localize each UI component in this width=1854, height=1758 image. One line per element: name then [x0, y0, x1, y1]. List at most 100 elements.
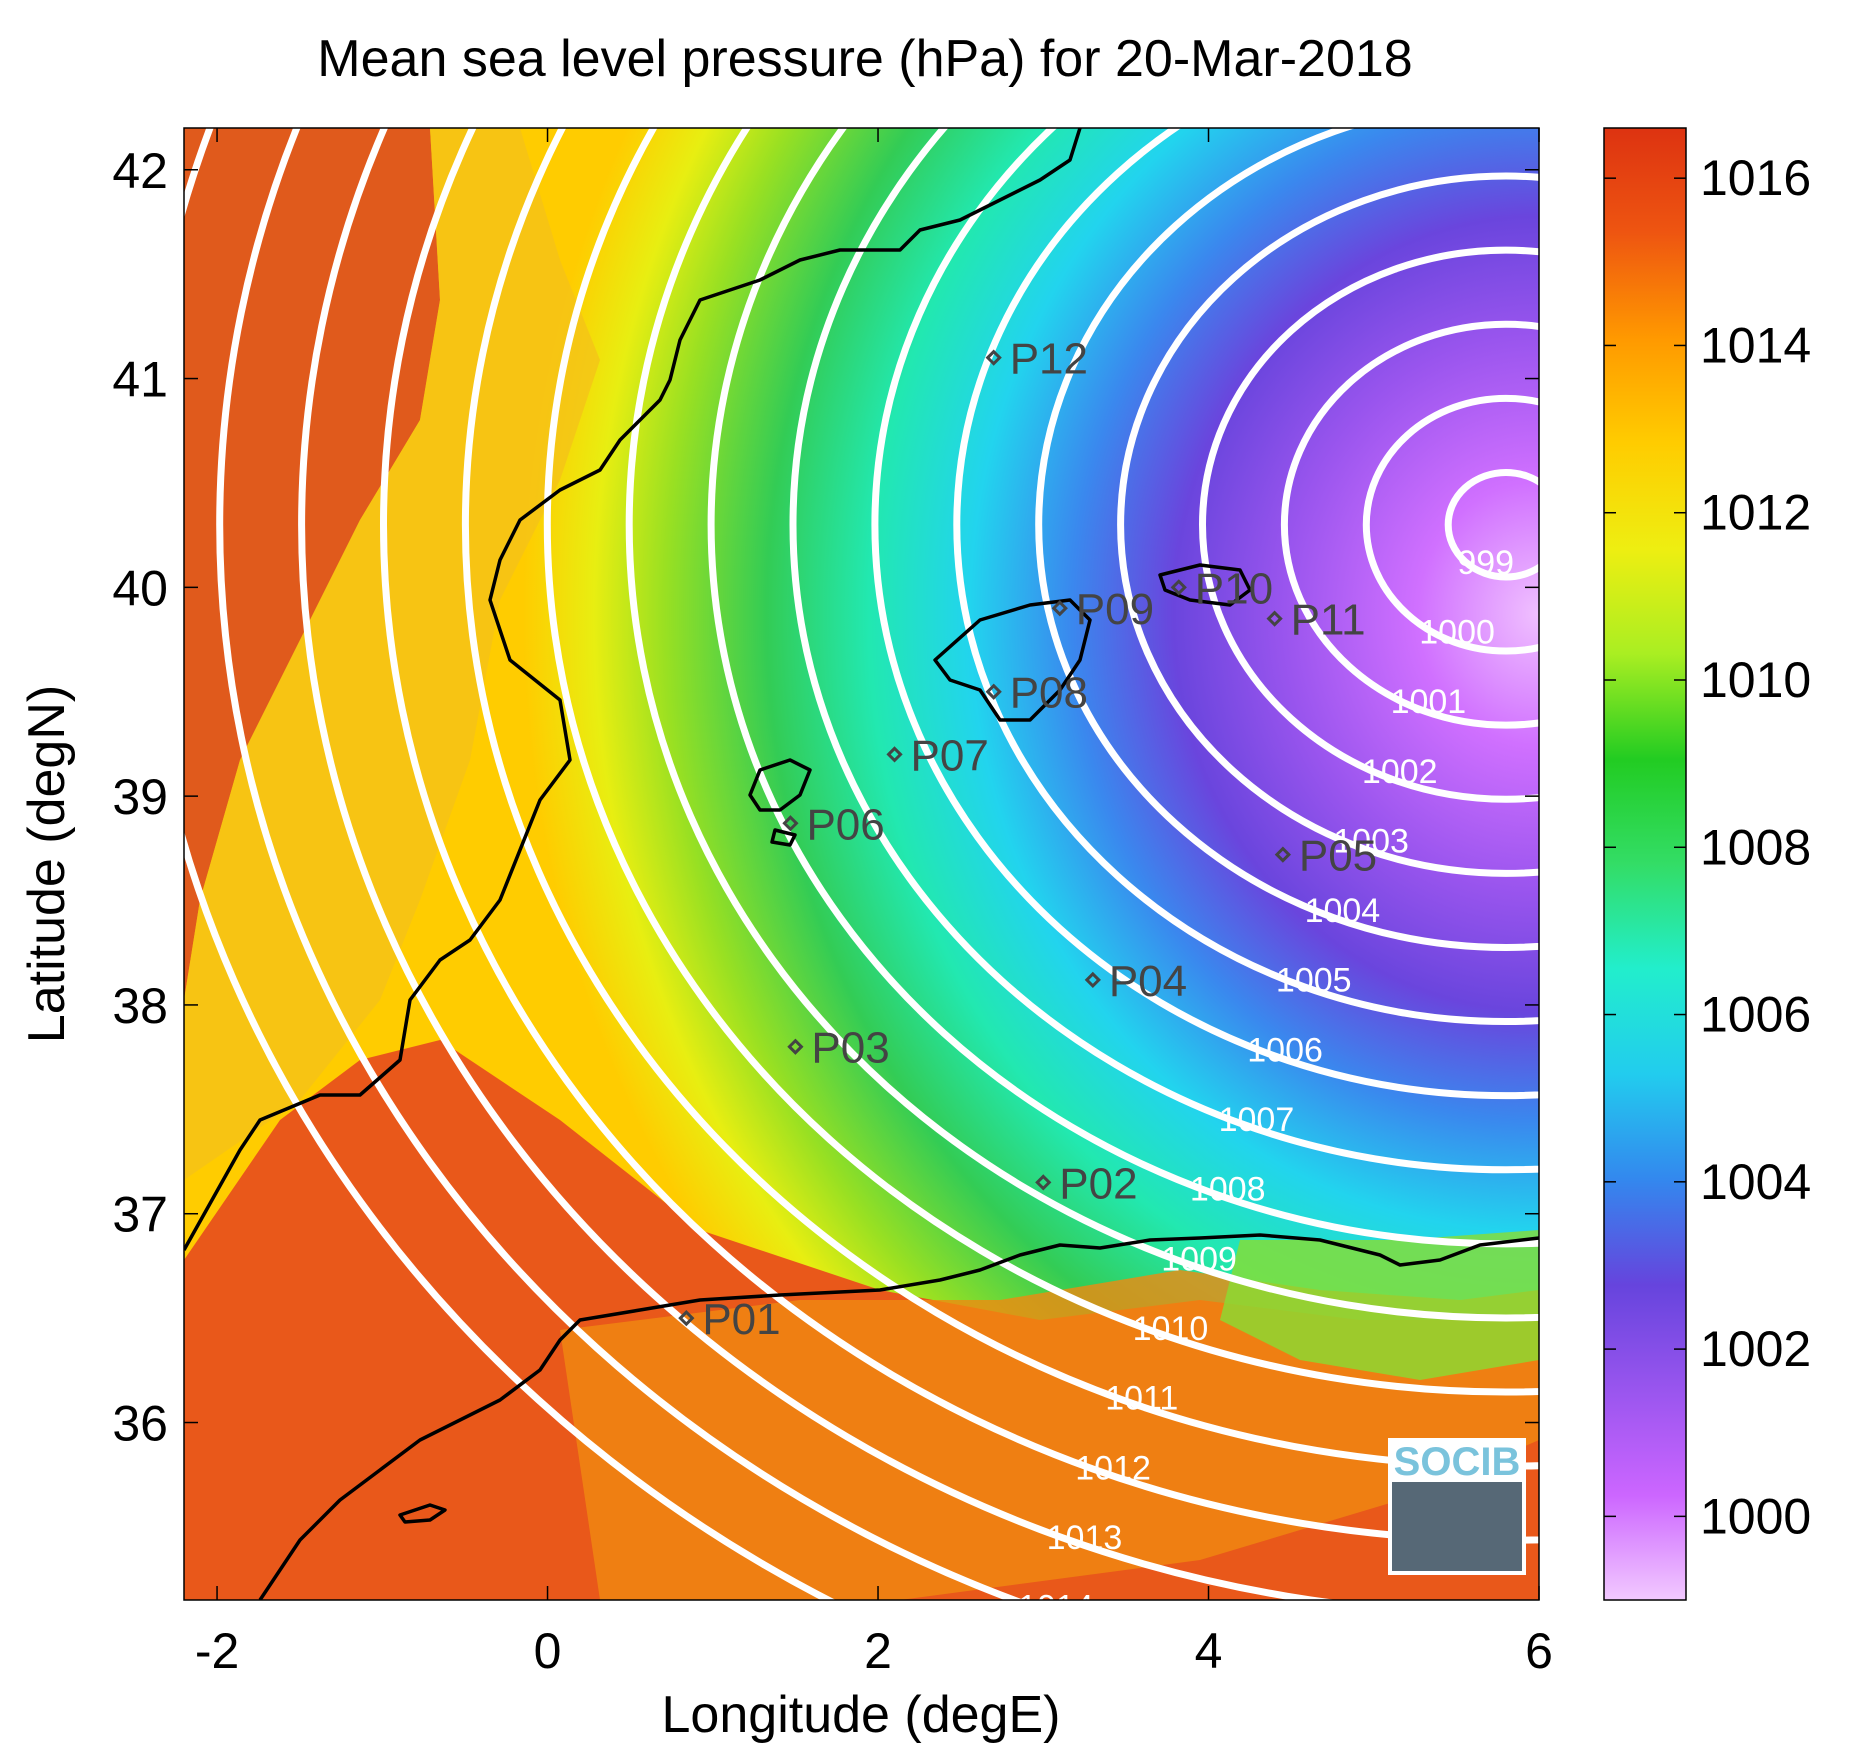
plot-frame — [183, 127, 1540, 1601]
isobar-label: 1004 — [1305, 892, 1381, 930]
station-label: P10 — [1195, 564, 1273, 613]
station-p09[interactable]: P09 — [1051, 585, 1154, 634]
isobar-label: 999 — [1457, 544, 1514, 582]
station-marker — [787, 1038, 804, 1055]
isobar-label: 1001 — [1391, 683, 1467, 721]
colorbar-tick-label: 1008 — [1700, 819, 1811, 875]
station-marker — [1035, 1174, 1052, 1191]
colorbar — [1603, 127, 1687, 1601]
station-marker — [1274, 846, 1291, 863]
station-p05[interactable]: P05 — [1274, 832, 1377, 881]
map-title: Mean sea level pressure (hPa) for 20-Mar… — [317, 30, 1412, 88]
station-marker — [1170, 579, 1187, 596]
isobar-1009 — [625, 128, 1539, 1322]
station-label: P07 — [911, 731, 989, 780]
land-southeast-green — [1220, 1230, 1539, 1380]
coastline-north-africa — [258, 1233, 1539, 1600]
isobar-1000 — [1362, 394, 1539, 655]
station-p08[interactable]: P08 — [985, 669, 1088, 718]
station-marker — [1084, 971, 1101, 989]
y-axis: 36 37 38 39 40 41 42 — [112, 143, 1539, 1452]
isobar-1013 — [298, 128, 1339, 1600]
socib-logo-text: SOCIB — [1394, 1440, 1521, 1484]
isobar-1006 — [871, 128, 1539, 1099]
colorbar-tick-label: 1000 — [1700, 1488, 1811, 1544]
station-p07[interactable]: P07 — [886, 731, 989, 780]
station-label: P09 — [1076, 585, 1154, 634]
y-tick-label: 39 — [112, 769, 168, 825]
station-label: P01 — [702, 1295, 780, 1344]
isobar-label: 1005 — [1276, 962, 1352, 1000]
y-tick-label: 42 — [112, 143, 168, 199]
isobar-label: 1000 — [1419, 613, 1495, 651]
isobar-1003 — [1117, 172, 1539, 877]
station-p02[interactable]: P02 — [1035, 1159, 1138, 1208]
colorbar-tick-label: 1002 — [1700, 1321, 1811, 1377]
station-marker — [886, 746, 903, 763]
station-p06[interactable]: P06 — [782, 800, 885, 849]
plot-area: 999 1000 1001 1002 1003 1004 1005 1006 1007 1008 1… — [184, 128, 1539, 1627]
island-ibiza — [748, 758, 812, 812]
coastline-iberia — [184, 128, 1082, 1251]
y-axis-label: Latitude (degN) — [18, 685, 76, 1043]
isobar-1005 — [953, 128, 1539, 1025]
station-marker — [1266, 610, 1283, 627]
station-marker — [985, 683, 1002, 700]
island-formentera — [770, 828, 797, 847]
station-p12[interactable]: P12 — [985, 335, 1088, 384]
station-marker — [985, 349, 1002, 366]
station-p03[interactable]: P03 — [787, 1024, 890, 1073]
station-p11[interactable]: P11 — [1266, 596, 1366, 645]
x-axis: -2 0 2 4 6 — [195, 128, 1553, 1679]
isobar-label: 1006 — [1247, 1031, 1323, 1069]
station-marker — [782, 815, 799, 832]
x-tick-label: 4 — [1195, 1623, 1223, 1679]
x-tick-label: 2 — [864, 1623, 892, 1679]
colorbar-ticks: 1000 1002 1004 1006 1008 1010 1012 1014 1016 — [1604, 150, 1811, 1544]
station-marker — [678, 1310, 695, 1327]
island-menorca — [1158, 563, 1252, 607]
isobar-label: 1010 — [1133, 1310, 1209, 1348]
isobar-1007 — [789, 128, 1539, 1174]
socib-logo: SOCIB — [1388, 1438, 1526, 1575]
x-tick-label: 6 — [1525, 1623, 1553, 1679]
station-label: P04 — [1109, 957, 1187, 1006]
isobar-999 — [1444, 468, 1539, 581]
station-label: P03 — [811, 1024, 889, 1073]
isobar-label: 1011 — [1105, 1380, 1178, 1418]
isobar-1008 — [707, 128, 1539, 1248]
island-alboran — [398, 1503, 447, 1524]
isobar-label: 1014 — [1018, 1589, 1094, 1627]
station-label: P05 — [1299, 832, 1377, 881]
isobar-label: 1008 — [1190, 1171, 1266, 1209]
x-axis-label: Longitude (degE) — [662, 1686, 1061, 1744]
y-tick-label: 38 — [112, 978, 168, 1034]
station-label: P02 — [1059, 1159, 1137, 1208]
buoy-stations: P01 P02 P03 P04 P05 P06 P07 P08 P09 P10 P11 P12 — [678, 335, 1377, 1344]
colorbar-tick-label: 1012 — [1700, 485, 1811, 541]
station-p01[interactable]: P01 — [678, 1295, 781, 1344]
station-label: P12 — [1010, 335, 1088, 384]
station-p10[interactable]: P10 — [1170, 564, 1273, 613]
colorbar-tick-label: 1014 — [1700, 317, 1811, 373]
colorbar-tick-label: 1016 — [1700, 150, 1811, 206]
isobar-label: 1012 — [1075, 1449, 1151, 1487]
y-tick-label: 41 — [112, 352, 168, 408]
y-tick-label: 40 — [112, 560, 168, 616]
colorbar-tick-label: 1004 — [1700, 1154, 1811, 1210]
isobar-1002 — [1199, 246, 1539, 803]
isobar-1001 — [1280, 320, 1539, 729]
isobar-1014 — [216, 128, 1026, 1600]
isobar-1010 — [544, 128, 1539, 1396]
isobar-label: 1009 — [1161, 1240, 1237, 1278]
isobar-label: 1013 — [1047, 1519, 1123, 1557]
station-label: P06 — [806, 800, 884, 849]
x-tick-label: 0 — [534, 1623, 562, 1679]
x-tick-label: -2 — [195, 1623, 239, 1679]
colorbar-tick-label: 1010 — [1700, 652, 1811, 708]
island-mallorca — [933, 598, 1092, 722]
station-label: P11 — [1291, 596, 1366, 645]
station-p04[interactable]: P04 — [1084, 957, 1187, 1006]
isobar-label: 1002 — [1362, 753, 1438, 791]
